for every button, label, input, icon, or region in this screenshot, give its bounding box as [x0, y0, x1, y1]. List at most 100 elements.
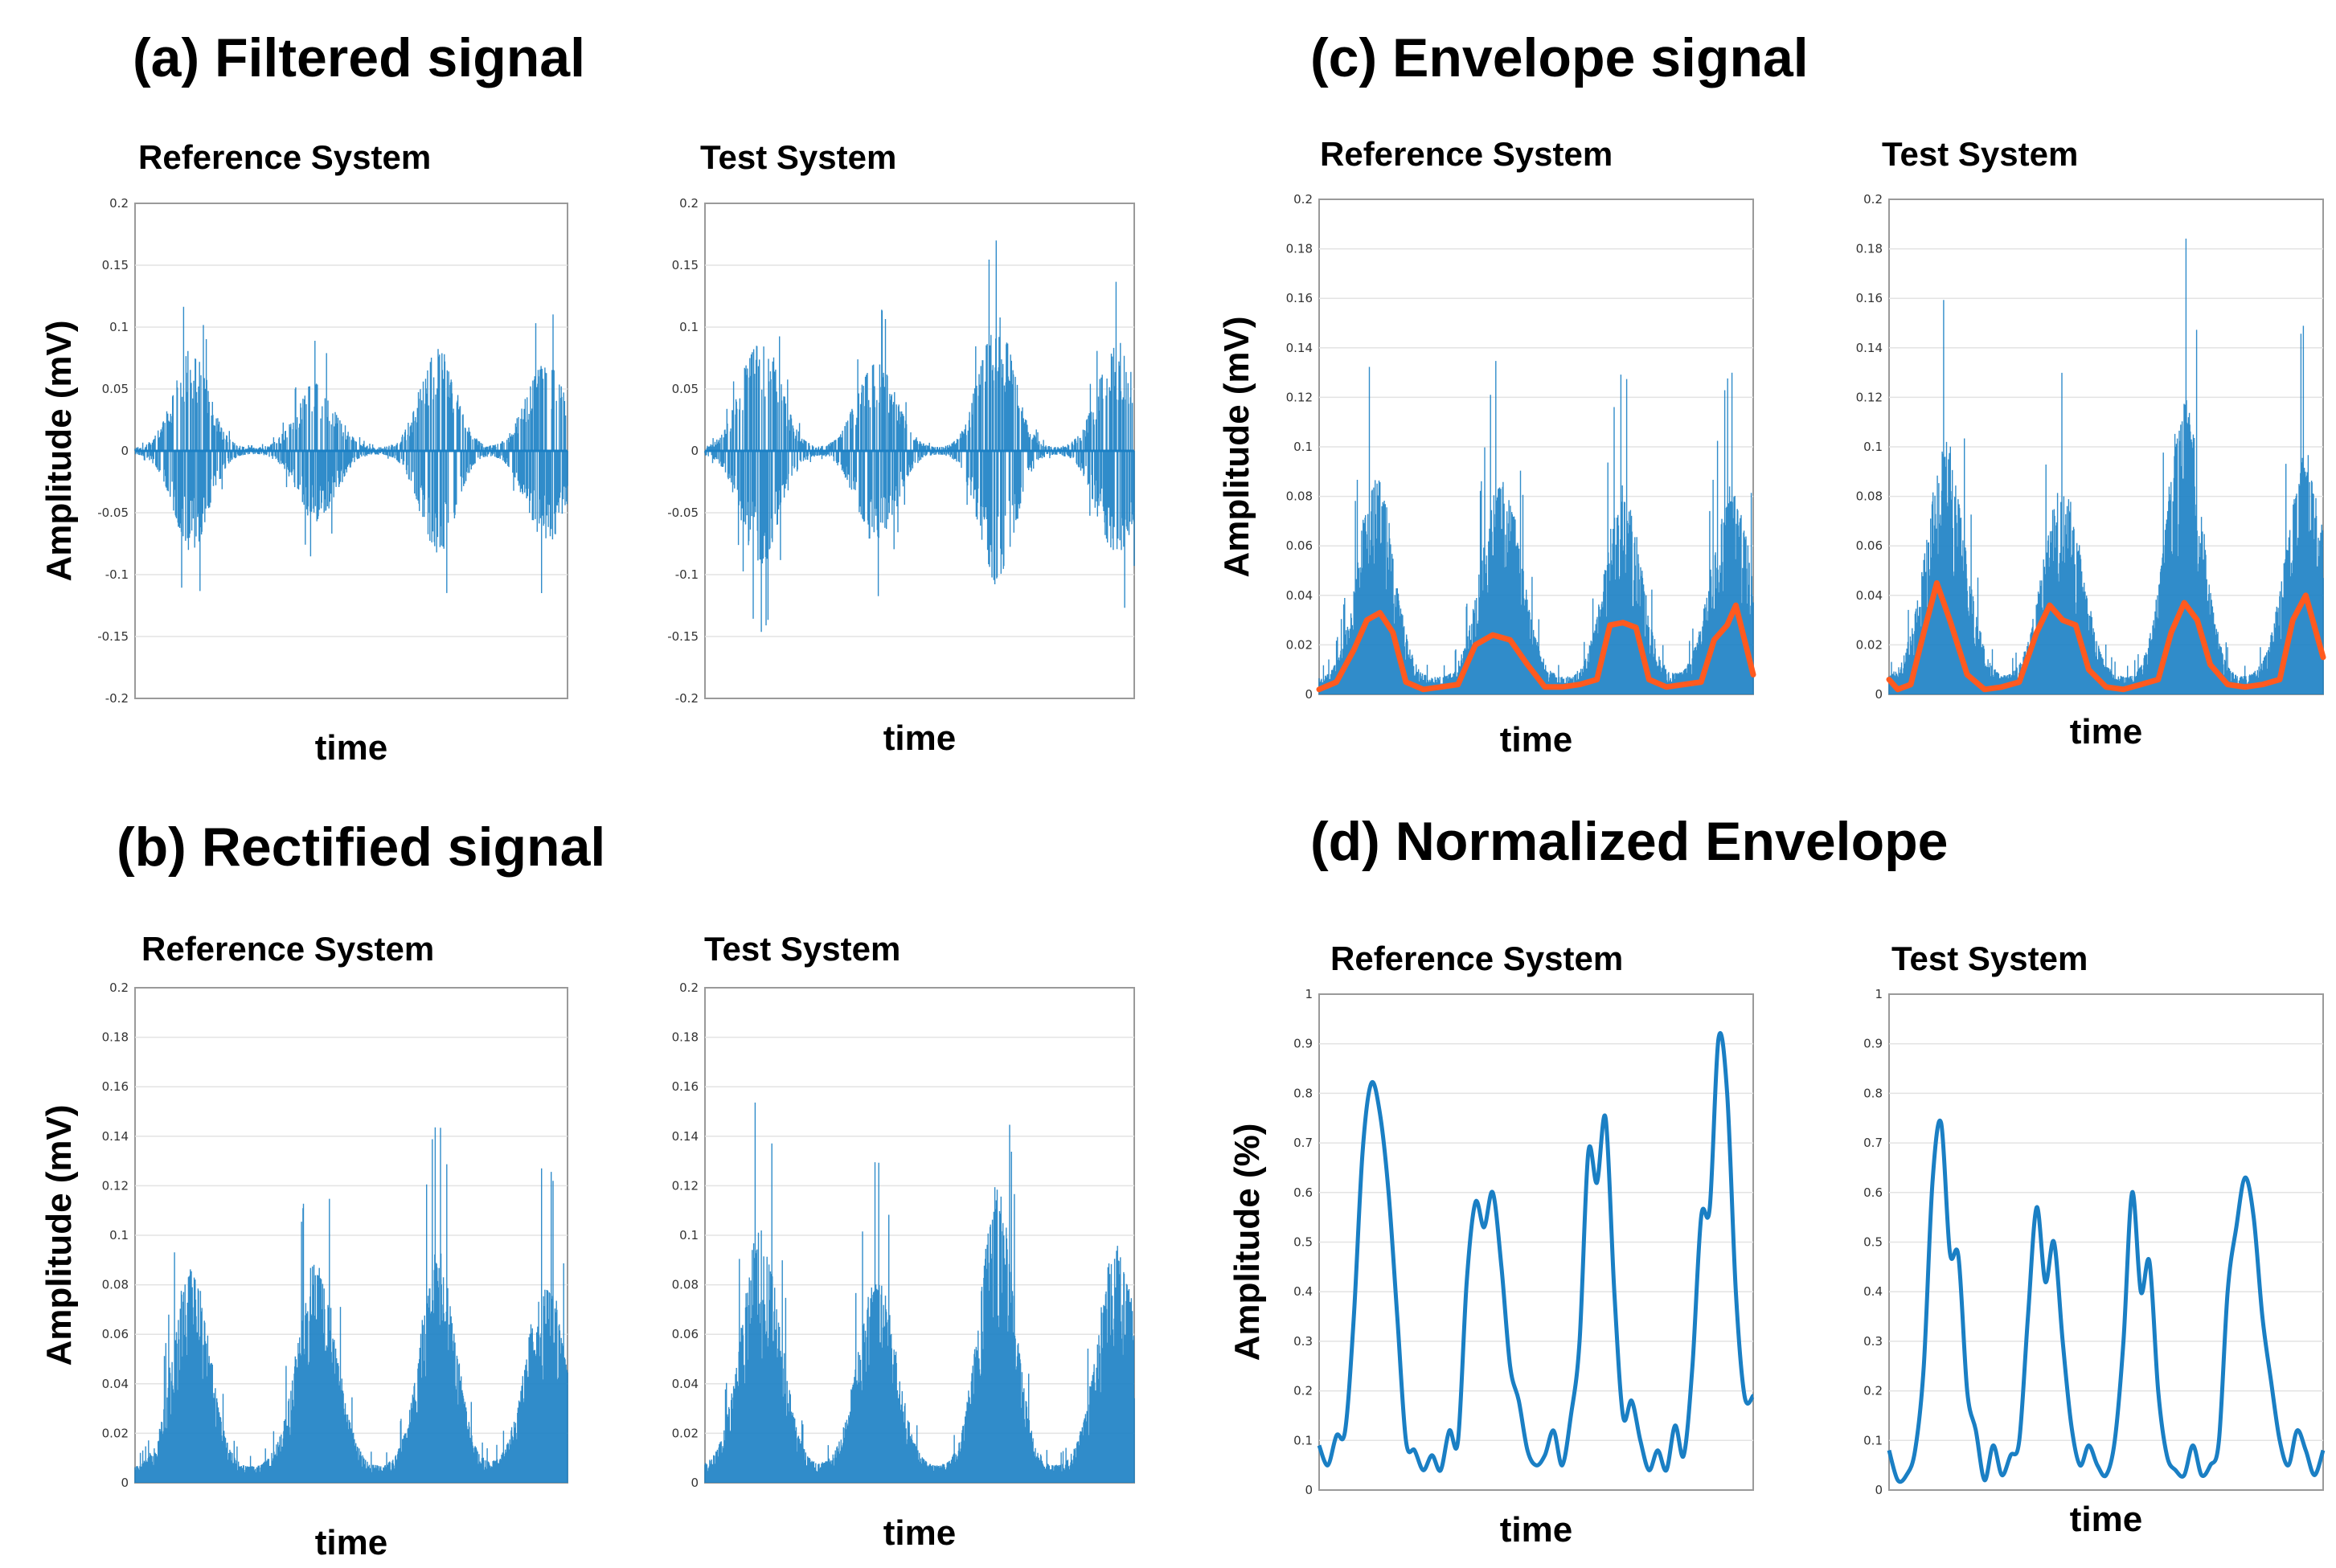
normalized-curve: [1317, 1031, 1756, 1473]
y-tick-label: 0: [1305, 1483, 1313, 1497]
y-axis-label: Amplitude (mV): [39, 320, 79, 581]
y-tick-label: 0.8: [1863, 1086, 1883, 1100]
y-tick-label: 0.16: [1856, 291, 1883, 305]
x-axis-label: time: [2070, 1500, 2142, 1539]
y-tick-label: 0.2: [679, 981, 699, 995]
y-tick-label: 0.15: [672, 258, 699, 272]
y-tick-label: 0: [691, 1476, 699, 1490]
chart-a-test: Test System time 0.2 0.15 0.1 0.05 0 -0.05 -0.1 -…: [667, 138, 1135, 758]
y-tick-label: 0.12: [102, 1178, 129, 1193]
y-tick-label: -0.2: [105, 691, 129, 706]
y-tick-label: 0.2: [1863, 1384, 1883, 1398]
signal-trace: [134, 1127, 568, 1483]
y-tick-label: 1: [1875, 987, 1883, 1001]
chart-b-test: Test System time 0.2 0.18 0.16 0.14 0.12 0.1 0.0…: [672, 930, 1135, 1553]
y-tick-label: -0.1: [105, 567, 129, 582]
y-tick-label: 0.3: [1863, 1334, 1883, 1349]
y-tick-label: 0.18: [672, 1030, 699, 1045]
y-tick-label: 0.08: [1856, 489, 1883, 504]
envelope-line: [1886, 579, 2326, 693]
y-tick-label: 0.05: [672, 382, 699, 396]
y-tick-label: 0.15: [102, 258, 129, 272]
signal-trace: [704, 1102, 1135, 1483]
y-tick-label: 0.6: [1293, 1185, 1313, 1200]
y-tick-label: 0.1: [1293, 1433, 1313, 1447]
y-tick-label: -0.05: [667, 506, 699, 520]
y-tick-label: 0: [121, 444, 129, 458]
y-tick-label: 0.04: [1856, 588, 1883, 603]
y-tick-label: 0.06: [672, 1327, 699, 1341]
y-tick-label: 0.08: [102, 1278, 129, 1292]
y-tick-label: 0.02: [1286, 637, 1313, 652]
y-tick-label: 0.04: [102, 1377, 129, 1391]
y-tick-label: 0.14: [672, 1129, 699, 1144]
y-tick-label: 0.04: [1286, 588, 1313, 603]
y-tick-label: 0.16: [672, 1079, 699, 1094]
y-tick-label: 0.8: [1293, 1086, 1313, 1100]
y-tick-label: 0.2: [1293, 1384, 1313, 1398]
y-tick-label: 0.18: [102, 1030, 129, 1045]
chart-title: Reference System: [138, 138, 431, 176]
y-axis-label: Amplitude (mV): [39, 1104, 79, 1365]
y-axis-label: Amplitude (mV): [1217, 316, 1256, 577]
chart-title: Test System: [700, 138, 896, 176]
x-axis-label: time: [2070, 712, 2142, 751]
y-tick-label: 0.2: [109, 196, 129, 211]
y-tick-label: 0: [1305, 687, 1313, 702]
x-axis-label: time: [315, 1523, 387, 1562]
y-tick-label: 0.5: [1863, 1235, 1883, 1250]
envelope-line: [1316, 602, 1756, 693]
chart-b-ref: Reference System time Amplitude (mV) 0.2 0.1…: [39, 930, 568, 1562]
y-tick-label: 0.1: [679, 1228, 699, 1243]
y-tick-label: 1: [1305, 987, 1313, 1001]
y-tick-label: 0.08: [672, 1278, 699, 1292]
chart-c-test: Test System time 0.2 0.18 0.16 0.14 0.12 0.1 0.0…: [1856, 135, 2326, 751]
y-tick-label: -0.15: [97, 629, 129, 644]
y-tick-label: 0.1: [1863, 440, 1883, 454]
y-tick-label: 0: [691, 444, 699, 458]
y-tick-label: -0.05: [97, 506, 129, 520]
y-tick-label: 0.2: [679, 196, 699, 211]
x-axis-label: time: [1500, 1510, 1572, 1550]
y-tick-label: 0.4: [1293, 1284, 1313, 1299]
y-tick-label: 0: [1875, 687, 1883, 702]
y-tick-label: 0.7: [1863, 1136, 1883, 1150]
y-tick-label: -0.1: [675, 567, 699, 582]
chart-a-ref: Reference System time Amplitude (mV) 0.2 0.1…: [39, 138, 568, 768]
y-tick-label: 0.02: [1856, 637, 1883, 652]
chart-d-ref: Reference System time Amplitude (%) 1 0.9 0.8…: [1227, 940, 1756, 1550]
y-tick-label: 0.4: [1863, 1284, 1883, 1299]
y-tick-label: 0.06: [1286, 538, 1313, 553]
y-tick-label: 0.1: [109, 320, 129, 334]
y-tick-label: 0.12: [672, 1178, 699, 1193]
normalized-curve: [1887, 1119, 2326, 1484]
y-tick-label: 0.06: [1856, 538, 1883, 553]
y-tick-label: 0.05: [102, 382, 129, 396]
y-tick-label: 0.3: [1293, 1334, 1313, 1349]
y-tick-label: 0.18: [1286, 242, 1313, 256]
panel-title-b: (b) Rectified signal: [117, 817, 605, 878]
x-axis-label: time: [883, 1513, 956, 1553]
panel-title-c: (c) Envelope signal: [1310, 27, 1809, 88]
y-tick-label: 0.1: [1293, 440, 1313, 454]
chart-title: Test System: [1891, 940, 2088, 977]
x-axis-label: time: [1500, 720, 1572, 759]
y-tick-label: 0.06: [102, 1327, 129, 1341]
x-axis-label: time: [315, 728, 387, 768]
y-tick-label: 0.6: [1863, 1185, 1883, 1200]
y-tick-label: 0.16: [1286, 291, 1313, 305]
y-tick-label: 0.14: [1286, 341, 1313, 355]
y-tick-label: 0.16: [102, 1079, 129, 1094]
y-tick-label: 0.02: [102, 1426, 129, 1440]
y-tick-label: 0.2: [1863, 192, 1883, 207]
y-tick-label: 0: [1875, 1483, 1883, 1497]
chart-title: Test System: [704, 930, 900, 968]
panel-title-a: (a) Filtered signal: [133, 27, 585, 88]
y-tick-label: 0.1: [109, 1228, 129, 1243]
chart-title: Reference System: [1330, 940, 1623, 977]
y-tick-label: 0.12: [1856, 390, 1883, 404]
y-tick-label: 0.14: [102, 1129, 129, 1144]
y-tick-label: -0.2: [675, 691, 699, 706]
y-tick-label: 0.04: [672, 1377, 699, 1391]
